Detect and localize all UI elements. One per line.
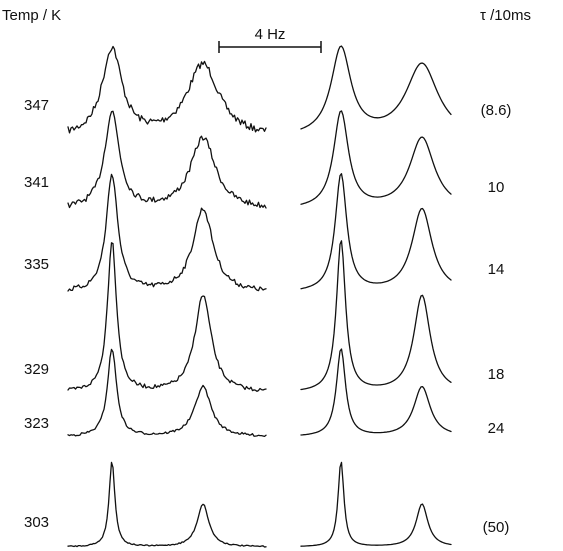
simulated-spectrum-335 [300,173,452,290]
tau-label: 18 [488,366,505,383]
simulated-spectrum-303 [300,461,452,547]
temperature-label: 303 [24,514,49,531]
tau-label: 14 [488,261,505,278]
experimental-spectrum-347 [67,45,267,134]
experimental-spectrum-323 [67,348,267,438]
scale-bar-label: 4 Hz [255,26,286,43]
temperature-label: 335 [24,256,49,273]
simulated-spectrum-323 [300,348,452,436]
temperature-header: Temp / K [2,7,61,24]
frequency-scale-bar: 4 Hz [218,26,322,53]
temperature-label: 347 [24,97,49,114]
temperature-label: 329 [24,361,49,378]
tau-header: τ /10ms [480,7,531,24]
simulated-spectrum-347 [300,45,452,130]
experimental-spectrum-303 [67,461,267,548]
experimental-spectrum-335 [67,173,267,292]
temperature-label: 323 [24,415,49,432]
simulated-spectrum-341 [300,110,452,205]
spectra-traces [67,45,452,548]
tau-label: (8.6) [481,102,512,119]
experimental-spectrum-341 [67,110,267,209]
tau-label: (50) [483,519,510,536]
spectra-labels: 347 (8.6) 341 10 335 14 329 18 323 24 303 (50) [24,97,511,536]
temperature-label: 341 [24,174,49,191]
tau-label: 10 [488,179,505,196]
simulated-spectrum-329 [300,240,452,391]
tau-label: 24 [488,420,505,437]
experimental-spectrum-329 [67,242,267,392]
